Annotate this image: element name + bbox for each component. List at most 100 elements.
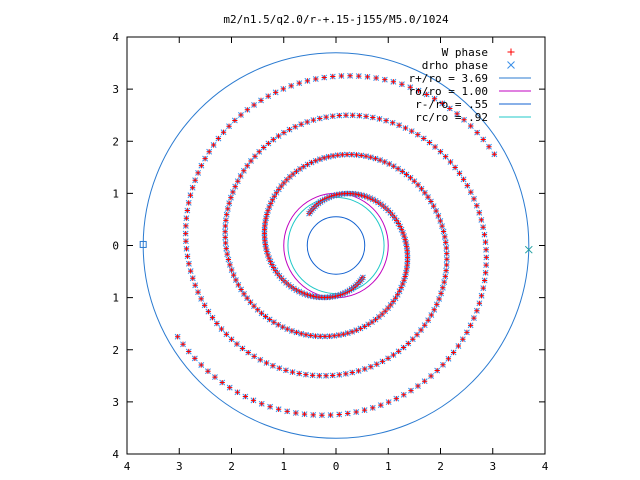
- w-point: [293, 410, 299, 416]
- w-point: [276, 186, 282, 192]
- w-point: [184, 207, 190, 214]
- w-point: [395, 166, 401, 172]
- w-point: [340, 331, 346, 337]
- chart-title: m2/n1.5/q2.0/r-+.15-j155/M5.0/1024: [223, 13, 449, 26]
- w-point: [235, 178, 241, 184]
- w-point: [375, 199, 381, 206]
- w-point: [336, 411, 342, 418]
- w-point: [476, 210, 482, 216]
- w-point: [206, 149, 212, 155]
- w-point: [228, 195, 234, 201]
- w-point: [442, 273, 448, 279]
- w-point: [303, 371, 309, 378]
- w-point: [482, 277, 488, 284]
- w-point: [235, 282, 241, 288]
- x-tick-label: 2: [437, 460, 444, 473]
- w-point: [287, 174, 293, 180]
- w-point: [278, 183, 284, 189]
- w-point: [323, 114, 329, 120]
- w-point: [445, 356, 452, 362]
- w-point: [363, 113, 369, 120]
- w-point: [370, 405, 376, 411]
- w-point: [313, 158, 319, 164]
- w-point: [265, 93, 271, 99]
- w-point: [438, 290, 444, 296]
- x-tick-labels: 4 3 2 1 0 1 2 3 4: [124, 460, 549, 473]
- w-point: [336, 372, 342, 378]
- w-point: [486, 144, 492, 150]
- radius-circle-2: [306, 216, 366, 275]
- x-tick-label: 3: [176, 460, 183, 473]
- w-point: [356, 73, 362, 79]
- w-point: [440, 362, 446, 368]
- w-point: [273, 89, 279, 95]
- w-point: [316, 373, 322, 379]
- w-point: [310, 372, 316, 378]
- w-point: [460, 176, 467, 182]
- legend-label: W phase: [442, 46, 488, 59]
- w-point: [274, 270, 280, 276]
- w-point: [234, 389, 241, 395]
- w-point: [402, 125, 409, 131]
- w-point: [428, 312, 434, 318]
- w-point: [183, 238, 189, 244]
- w-point: [442, 154, 449, 160]
- w-point: [175, 334, 181, 340]
- w-point: [385, 305, 391, 311]
- w-point: [232, 117, 238, 124]
- w-point: [220, 129, 227, 135]
- w-point: [248, 158, 254, 164]
- w-point: [368, 154, 374, 160]
- w-point: [244, 295, 250, 301]
- w-point: [464, 329, 470, 335]
- w-point: [343, 112, 349, 118]
- w-point: [403, 270, 409, 276]
- w-point: [256, 149, 262, 155]
- w-point: [304, 78, 311, 84]
- w-point: [186, 200, 192, 206]
- w-point: [444, 256, 450, 262]
- x-tick-label: 4: [542, 460, 549, 473]
- w-point: [304, 119, 310, 125]
- w-point: [386, 399, 392, 405]
- w-point: [439, 100, 445, 106]
- square-marker: [139, 240, 147, 248]
- w-point: [433, 208, 439, 214]
- w-point: [431, 307, 437, 313]
- w-point: [321, 155, 327, 161]
- w-point: [460, 336, 466, 342]
- x-marker: [524, 245, 533, 254]
- w-point: [222, 223, 228, 229]
- w-point: [308, 332, 314, 339]
- w-point: [424, 91, 430, 98]
- w-point: [298, 331, 304, 337]
- w-point: [252, 153, 258, 159]
- w-point: [284, 326, 290, 332]
- y-tick-labels: 4 3 2 1 0 1 2 3 4: [112, 31, 119, 461]
- w-point: [422, 190, 428, 196]
- w-point: [390, 79, 396, 85]
- w-point: [303, 332, 309, 338]
- w-point: [330, 73, 336, 80]
- w-point: [258, 310, 265, 316]
- w-point: [390, 352, 397, 358]
- w-point: [374, 361, 380, 367]
- w-point: [434, 367, 440, 374]
- w-point: [349, 152, 355, 158]
- legend-label: r+/ro = 3.69: [409, 72, 488, 85]
- w-point: [264, 248, 270, 255]
- w-point: [218, 326, 225, 332]
- w-point: [363, 153, 369, 159]
- w-point: [222, 229, 228, 235]
- w-point: [482, 239, 489, 245]
- w-point: [270, 363, 276, 369]
- legend-plus-symbol: [507, 48, 515, 56]
- w-point: [368, 364, 374, 370]
- w-point: [183, 230, 189, 237]
- w-point: [222, 234, 228, 241]
- legend-x-symbol: [507, 61, 515, 69]
- w-point: [326, 154, 332, 160]
- w-point: [281, 180, 287, 186]
- w-point: [390, 299, 396, 305]
- w-point: [396, 122, 402, 128]
